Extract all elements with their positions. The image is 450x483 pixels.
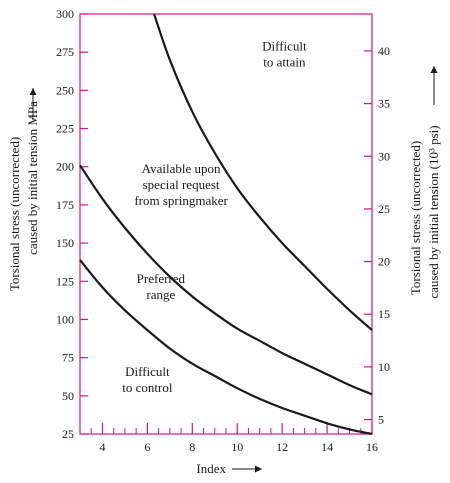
y-right-tick-label: 10 (378, 360, 390, 374)
y-left-tick-label: 25 (62, 427, 74, 441)
y-left-tick-label: 175 (56, 198, 74, 212)
y-left-tick-label: 275 (56, 45, 74, 59)
x-tick-label: 10 (231, 440, 243, 454)
lower-boundary-curve (79, 259, 373, 436)
annotation-difficult-to-control: Difficult to control (122, 364, 173, 395)
annotation-line: to attain (263, 55, 306, 70)
x-tick-label: 8 (189, 440, 195, 454)
y-right-axis-title: caused by initial tension (10³ psi) (426, 125, 441, 298)
y-left-tick-label: 50 (62, 389, 74, 403)
y-left-axis-title: Torsional stress (uncorrected) (7, 137, 22, 291)
annotation-line: Preferred (137, 271, 186, 286)
annotation-line: to control (122, 380, 173, 395)
annotation-line: range (146, 287, 175, 302)
annotation-line: Difficult (125, 364, 170, 379)
y-right-tick-label: 35 (378, 97, 390, 111)
annotation-line: from springmaker (134, 193, 228, 208)
y-right-tick-label: 25 (378, 202, 390, 216)
x-axis-title: Index (196, 461, 226, 476)
annotation-difficult-to-attain: Difficult to attain (262, 39, 307, 70)
annotation-special-request: Available upon special request from spring… (134, 161, 228, 208)
y-left-axis-title: caused by initial tension MPa (25, 101, 40, 255)
annotation-line: special request (143, 177, 220, 192)
y-right-axis-title: Torsional stress (uncorrected) (408, 141, 423, 295)
x-tick-label: 4 (99, 440, 105, 454)
plot-frame (79, 13, 373, 435)
x-tick-label: 12 (276, 440, 288, 454)
y-left-axis-arrowhead (29, 88, 37, 95)
annotation-line: Available upon (142, 161, 221, 176)
annotation-preferred-range: Preferred range (137, 271, 186, 302)
y-right-tick-label: 5 (378, 413, 384, 427)
x-tick-label: 6 (144, 440, 150, 454)
y-right-tick-label: 15 (378, 307, 390, 321)
y-right-axis-arrowhead (430, 66, 438, 73)
y-left-tick-label: 75 (62, 351, 74, 365)
x-tick-label: 14 (321, 440, 333, 454)
y-left-tick-label: 250 (56, 83, 74, 97)
y-left-tick-label: 100 (56, 312, 74, 326)
y-right-tick-label: 20 (378, 255, 390, 269)
upper-boundary-curve (153, 13, 373, 331)
y-left-tick-label: 125 (56, 274, 74, 288)
y-right-tick-label: 30 (378, 149, 390, 163)
y-left-tick-label: 200 (56, 160, 74, 174)
y-left-tick-label: 300 (56, 7, 74, 21)
x-axis-arrowhead (255, 465, 262, 473)
middle-boundary-curve (79, 164, 373, 396)
annotation-line: Difficult (262, 39, 307, 54)
x-tick-label: 16 (366, 440, 378, 454)
y-right-tick-label: 40 (378, 44, 390, 58)
y-left-tick-label: 150 (56, 236, 74, 250)
y-left-tick-label: 225 (56, 122, 74, 136)
